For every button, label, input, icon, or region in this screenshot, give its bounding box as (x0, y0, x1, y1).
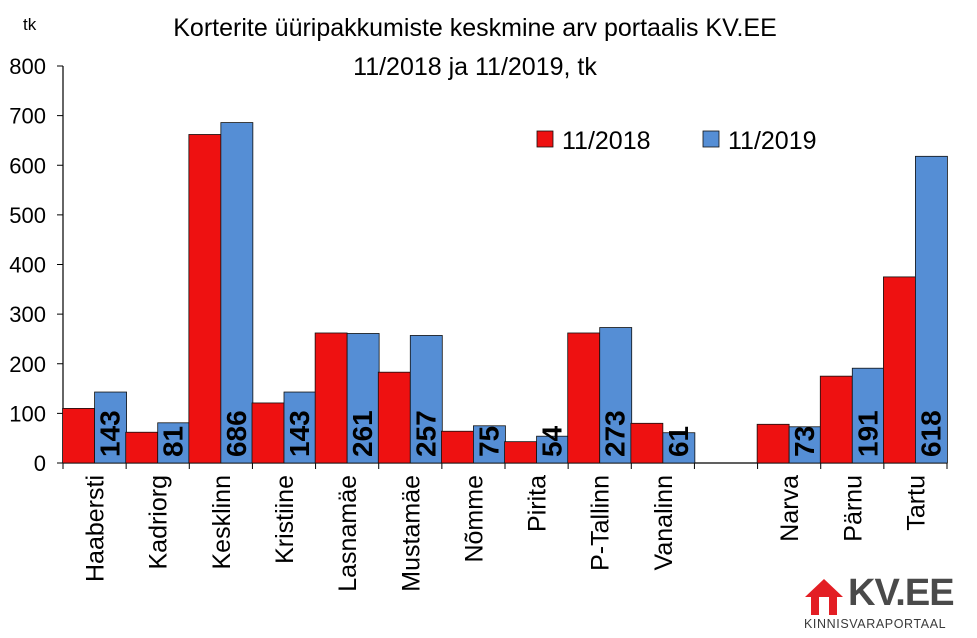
y-tick-label: 600 (9, 153, 46, 178)
data-label-2019: 686 (221, 410, 252, 457)
bar-2019 (94, 391, 127, 464)
bar-2018 (883, 276, 916, 464)
y-tick-label: 500 (9, 203, 46, 228)
category-label: Pärnu (839, 475, 867, 542)
category-label: P-Tallinn (587, 475, 615, 571)
data-label-2019: 61 (663, 426, 694, 457)
category-label: Vanalinn (650, 475, 678, 570)
y-tick-label: 300 (9, 302, 46, 327)
bar-2018 (314, 332, 348, 464)
legend-swatch (702, 130, 720, 148)
bar-2019 (662, 432, 696, 464)
category-label: Pirita (524, 475, 552, 532)
bar-2019 (346, 333, 380, 464)
y-tick-label: 400 (9, 253, 46, 278)
bar-2018 (756, 423, 790, 464)
logo-wordmark: KV.EE (848, 572, 955, 614)
category-label: Nõmme (460, 475, 488, 563)
data-label-2019: 273 (600, 410, 631, 457)
category-label: Tartu (902, 475, 930, 531)
category-label: Haabersti (82, 475, 110, 582)
category-label: Lasnamäe (334, 475, 362, 592)
legend-label: 11/2018 (562, 127, 651, 155)
y-tick-label: 700 (9, 104, 46, 129)
bar-2018 (504, 441, 537, 464)
legend: 11/2018 11/2019 (536, 127, 817, 155)
bar-2018 (567, 332, 601, 464)
bar-2019 (915, 155, 948, 464)
y-tick-label: 200 (9, 352, 46, 377)
bar-2018 (630, 422, 664, 464)
data-label-2019: 261 (347, 410, 378, 457)
kv-ee-logo: KV.EE KINNISVARAPORTAAL (804, 572, 974, 634)
category-label: Narva (776, 475, 804, 542)
data-label-2019: 81 (158, 426, 189, 457)
data-label-2019: 75 (473, 426, 504, 457)
category-label: Kristiine (271, 475, 299, 564)
bar-2018 (441, 430, 474, 464)
category-label: Kadriorg (145, 475, 173, 570)
bar-2018 (819, 375, 853, 464)
chart-subtitle: 11/2018 ja 11/2019, tk (353, 53, 597, 81)
y-axis-unit-label: tk (23, 15, 37, 34)
category-label: Kesklinn (208, 475, 236, 570)
data-label-2019: 618 (915, 410, 946, 457)
y-tick-label: 100 (9, 401, 46, 426)
house-icon (805, 579, 843, 615)
bar-2019 (599, 327, 633, 464)
chart-title: Korterite üüripakkumiste keskmine arv po… (173, 14, 777, 42)
legend-label: 11/2019 (728, 127, 817, 155)
bar-2018 (251, 402, 285, 464)
y-tick-label: 0 (34, 451, 46, 476)
plot-area: 0 100 200 300 400 500 600 700 800 143 Haabersti 81 K… (9, 54, 948, 592)
logo-tagline: KINNISVARAPORTAAL (804, 617, 947, 631)
bar-2018 (377, 371, 411, 464)
bar-2019 (157, 422, 191, 464)
data-label-2019: 54 (537, 425, 568, 457)
category-label: Mustamäe (397, 475, 425, 592)
bar-2019 (409, 335, 443, 464)
bar-2018 (62, 408, 95, 464)
y-tick-label: 800 (9, 54, 46, 79)
bar-2018 (188, 134, 222, 464)
data-label-2019: 143 (284, 410, 315, 457)
bar-2019 (220, 122, 254, 464)
bar-2019 (851, 367, 885, 464)
bar-2019 (283, 391, 317, 464)
data-label-2019: 143 (95, 410, 126, 457)
data-label-2019: 257 (410, 410, 441, 457)
legend-swatch (536, 130, 554, 148)
data-label-2019: 73 (789, 426, 820, 457)
bar-2018 (125, 431, 159, 464)
bar-2019 (473, 425, 506, 464)
data-label-2019: 191 (852, 410, 883, 457)
